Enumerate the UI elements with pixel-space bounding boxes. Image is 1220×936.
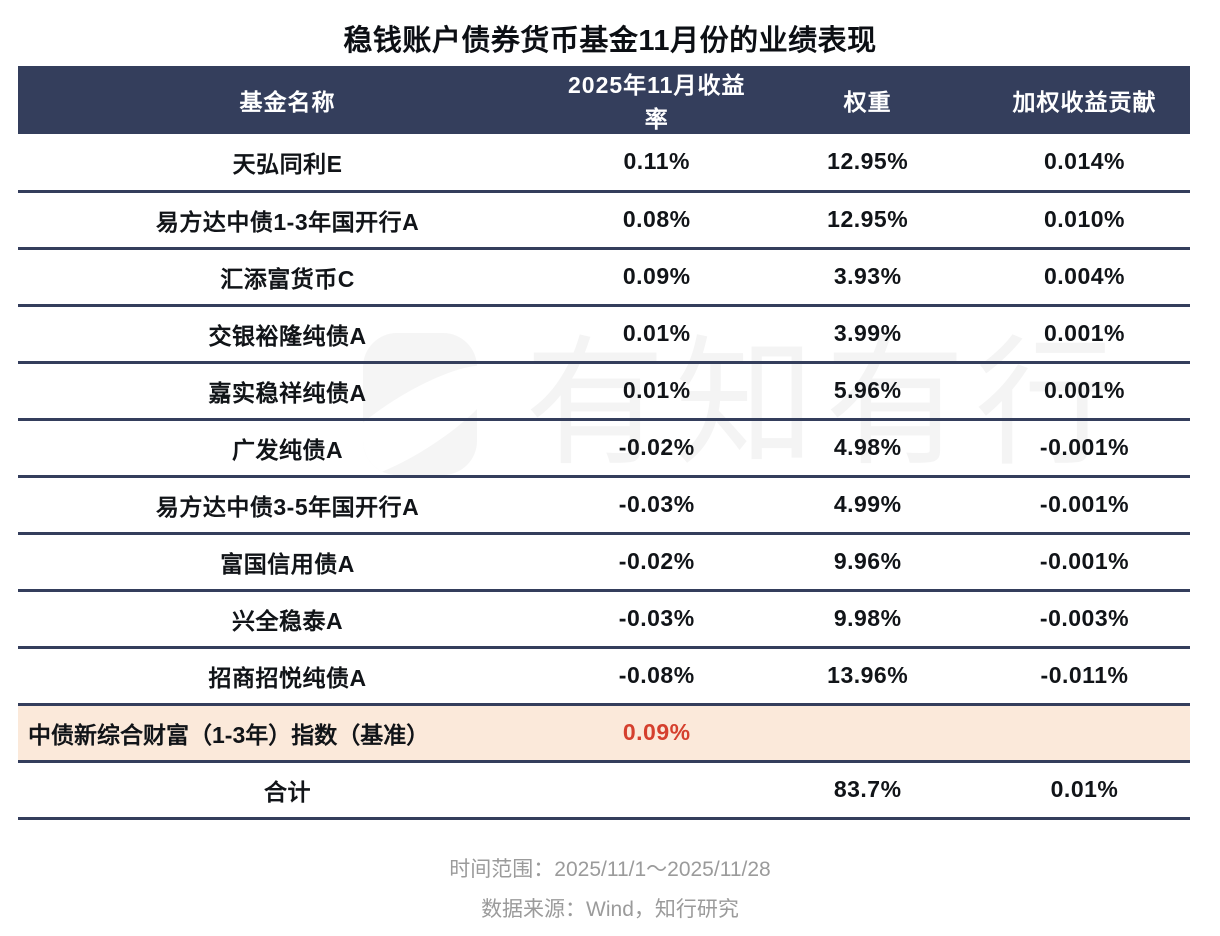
cell-fund-name: 兴全稳泰A: [231, 607, 344, 634]
table-row: 兴全稳泰A -0.03% 9.98% -0.003%: [18, 590, 1190, 647]
cell-fund-name: 交银裕隆纯债A: [208, 322, 367, 349]
cell-contribution: -0.001%: [1039, 548, 1130, 574]
cell-return: 0.08%: [622, 206, 691, 232]
total-row: 合计 83.7% 0.01%: [18, 761, 1190, 818]
cell-contribution: 0.010%: [1044, 206, 1126, 232]
table-row: 易方达中债3-5年国开行A -0.03% 4.99% -0.001%: [18, 476, 1190, 533]
cell-weight: 12.95%: [827, 148, 909, 175]
cell-fund-name: 广发纯债A: [231, 436, 344, 463]
table-row: 易方达中债1-3年国开行A 0.08% 12.95% 0.010%: [18, 191, 1190, 248]
cell-total-label: 合计: [264, 778, 312, 805]
cell-weight: 4.99%: [833, 491, 902, 517]
cell-total-weight: 83.7%: [833, 776, 902, 802]
cell-weight: 9.96%: [833, 548, 902, 574]
cell-contribution: 0.001%: [1044, 377, 1126, 403]
cell-total-return: [557, 761, 756, 818]
table-row: 交银裕隆纯债A 0.01% 3.99% 0.001%: [18, 305, 1190, 362]
cell-contribution: -0.001%: [1039, 434, 1130, 460]
data-source-note: 数据来源：Wind，知行研究: [481, 898, 739, 921]
cell-fund-name: 富国信用债A: [220, 550, 355, 577]
table-row: 广发纯债A -0.02% 4.98% -0.001%: [18, 419, 1190, 476]
benchmark-row: 中债新综合财富（1-3年）指数（基准） 0.09%: [18, 704, 1190, 761]
cell-return: 0.11%: [623, 148, 690, 175]
cell-fund-name: 招商招悦纯债A: [208, 664, 367, 691]
cell-fund-name: 嘉实稳祥纯债A: [208, 379, 367, 406]
cell-fund-name: 汇添富货币C: [220, 265, 355, 292]
cell-benchmark-contribution: [979, 704, 1190, 761]
page-title: 稳钱账户债券货币基金11月份的业绩表现: [343, 25, 877, 57]
cell-return: -0.02%: [618, 434, 695, 460]
cell-weight: 3.99%: [833, 320, 902, 346]
cell-contribution: -0.011%: [1040, 662, 1129, 688]
cell-benchmark-weight: [756, 704, 980, 761]
table-row: 天弘同利E 0.11% 12.95% 0.014%: [18, 134, 1190, 191]
cell-fund-name: 天弘同利E: [232, 150, 343, 177]
cell-weight: 5.96%: [833, 377, 902, 403]
time-range-note: 时间范围：2025/11/1～2025/11/28: [449, 858, 771, 881]
cell-weight: 13.96%: [827, 662, 909, 688]
cell-weight: 3.93%: [833, 263, 902, 289]
cell-total-contribution: 0.01%: [1050, 776, 1119, 802]
cell-return: 0.01%: [622, 377, 691, 403]
cell-weight: 9.98%: [833, 605, 902, 631]
table-row: 富国信用债A -0.02% 9.96% -0.001%: [18, 533, 1190, 590]
cell-return: -0.03%: [618, 605, 695, 631]
cell-return: 0.01%: [622, 320, 691, 346]
cell-contribution: 0.001%: [1044, 320, 1126, 346]
cell-fund-name: 易方达中债1-3年国开行A: [155, 208, 420, 235]
cell-return: -0.03%: [618, 491, 695, 517]
header-row: 基金名称 2025年11月收益率 权重 加权收益贡献: [18, 66, 1190, 134]
column-header-fund-name: 基金名称: [18, 66, 558, 134]
cell-weight: 12.95%: [827, 206, 909, 232]
cell-weight: 4.98%: [833, 434, 902, 460]
cell-fund-name: 易方达中债3-5年国开行A: [155, 493, 420, 520]
footer-notes: 时间范围：2025/11/1～2025/11/28 数据来源：Wind，知行研究: [0, 850, 1220, 930]
cell-contribution: -0.001%: [1039, 491, 1130, 517]
table-container: 基金名称 2025年11月收益率 权重 加权收益贡献 天弘同利E 0.11% 1…: [18, 66, 1190, 820]
table-row: 嘉实稳祥纯债A 0.01% 5.96% 0.001%: [18, 362, 1190, 419]
cell-benchmark-name: 中债新综合财富（1-3年）指数（基准）: [18, 704, 558, 761]
cell-contribution: 0.014%: [1044, 148, 1126, 175]
column-header-contribution: 加权收益贡献: [979, 66, 1190, 134]
table-row: 汇添富货币C 0.09% 3.93% 0.004%: [18, 248, 1190, 305]
cell-return: -0.08%: [618, 662, 695, 688]
column-header-weight: 权重: [756, 66, 980, 134]
table-row: 招商招悦纯债A -0.08% 13.96% -0.011%: [18, 647, 1190, 704]
cell-contribution: -0.003%: [1039, 605, 1130, 631]
fund-performance-table: 基金名称 2025年11月收益率 权重 加权收益贡献 天弘同利E 0.11% 1…: [18, 66, 1190, 820]
cell-return: -0.02%: [618, 548, 695, 574]
cell-return: 0.09%: [622, 263, 691, 289]
cell-contribution: 0.004%: [1044, 263, 1126, 289]
cell-benchmark-return: 0.09%: [557, 704, 757, 761]
column-header-return: 2025年11月收益率: [557, 66, 757, 134]
